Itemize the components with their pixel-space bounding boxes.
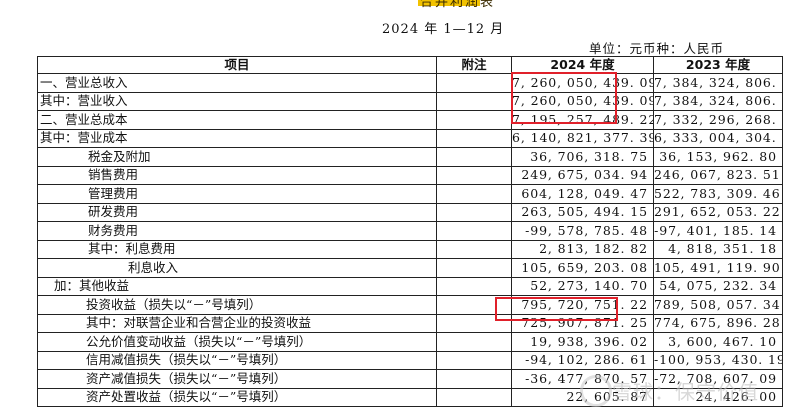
watermark-text: 雪球：保守价值 — [612, 380, 759, 404]
highlight-box-investment-income — [495, 297, 618, 321]
row-label: 其中：利息费用 — [37, 239, 437, 259]
column-header-item: 项目 — [37, 56, 437, 74]
row-note — [436, 202, 512, 222]
row-label: 资产处置收益（损失以“－”号填列） — [37, 387, 437, 407]
value-2024: 7, 260, 050, 439. 09 — [511, 91, 654, 111]
row-label: 销售费用 — [37, 165, 437, 185]
row-note — [436, 184, 512, 204]
row-note — [436, 128, 512, 148]
row-label: 投资收益（损失以“－”号填列） — [37, 295, 437, 315]
value-2024: -99, 578, 785. 48 — [511, 221, 654, 241]
table-row: 公允价值变动收益（损失以“－”号填列） 19, 938, 396. 02 3, … — [37, 332, 783, 352]
row-label: 其中：对联营企业和合营企业的投资收益 — [37, 313, 437, 333]
table-row: 二、营业总成本 7, 195, 257, 489. 22 7, 332, 296… — [37, 110, 783, 130]
title-highlight — [418, 0, 480, 6]
value-2024: 604, 128, 049. 47 — [511, 184, 654, 204]
value-2023: 246, 067, 823. 51 — [653, 165, 783, 185]
value-2023: 789, 508, 057. 34 — [653, 295, 783, 315]
row-note — [436, 91, 512, 111]
value-2023: 6, 333, 004, 304. 73 — [653, 128, 783, 148]
column-header-note: 附注 — [436, 56, 512, 74]
table-row: 信用减值损失（损失以“－”号填列） -94, 102, 286. 61 -100… — [37, 350, 783, 370]
value-2023: 291, 652, 053. 22 — [653, 202, 783, 222]
table-row: 税金及附加 36, 706, 318. 75 36, 153, 962. 80 — [37, 147, 783, 167]
value-2024: 36, 706, 318. 75 — [511, 147, 654, 167]
row-label: 一、营业总收入 — [37, 73, 437, 93]
column-header-2024: 2024 年度 — [511, 56, 654, 74]
statement-period: 2024 年 1—12 月 — [382, 22, 505, 37]
row-label: 管理费用 — [37, 184, 437, 204]
table-row: 管理费用 604, 128, 049. 47 522, 783, 309. 46 — [37, 184, 783, 204]
value-2024: 249, 675, 034. 94 — [511, 165, 654, 185]
row-note — [436, 276, 512, 296]
table-header-row: 项目 附注 2024 年度 2023 年度 — [37, 56, 783, 74]
watermark-logo-icon — [580, 375, 612, 407]
row-note — [436, 350, 512, 370]
value-2023: -97, 401, 185. 14 — [653, 221, 783, 241]
row-label: 其中：营业收入 — [37, 91, 437, 111]
row-note — [436, 165, 512, 185]
value-2023: -72, 708, 607. 09 — [653, 369, 783, 389]
row-label: 二、营业总成本 — [37, 110, 437, 130]
column-header-2023: 2023 年度 — [653, 56, 783, 74]
row-note — [436, 332, 512, 352]
value-2023: 24, 426. 00 — [653, 387, 783, 407]
value-2023: 774, 675, 896. 28 — [653, 313, 783, 333]
table-row: 资产处置收益（损失以“－”号填列） 22, 605. 87 24, 426. 0… — [37, 387, 783, 407]
value-2023: 7, 384, 324, 806. 25 — [653, 91, 783, 111]
value-2024: 263, 505, 494. 15 — [511, 202, 654, 222]
value-2023: 3, 600, 467. 10 — [653, 332, 783, 352]
row-note — [436, 221, 512, 241]
row-note — [436, 258, 512, 278]
statement-title: 合并利润表 — [420, 0, 496, 10]
value-2023: 36, 153, 962. 80 — [653, 147, 783, 167]
highlight-box-revenue — [511, 72, 617, 124]
row-label: 公允价值变动收益（损失以“－”号填列） — [37, 332, 437, 352]
table-row: 投资收益（损失以“－”号填列） 795, 720, 751. 22 789, 5… — [37, 295, 783, 315]
row-note — [436, 147, 512, 167]
value-2024: 19, 938, 396. 02 — [511, 332, 654, 352]
table-row: 加：其他收益 52, 273, 140. 70 54, 075, 232. 34 — [37, 276, 783, 296]
value-2024: 6, 140, 821, 377. 39 — [511, 128, 654, 148]
row-note — [436, 387, 512, 407]
table-row: 一、营业总收入 7, 260, 050, 439. 09 7, 384, 324… — [37, 73, 783, 93]
row-label: 利息收入 — [37, 258, 437, 278]
table-row: 销售费用 249, 675, 034. 94 246, 067, 823. 51 — [37, 165, 783, 185]
value-2023: 105, 491, 119. 90 — [653, 258, 783, 278]
value-2024: 2, 813, 182. 82 — [511, 239, 654, 259]
value-2023: 522, 783, 309. 46 — [653, 184, 783, 204]
row-note — [436, 369, 512, 389]
table-row: 其中：营业成本 6, 140, 821, 377. 39 6, 333, 004… — [37, 128, 783, 148]
value-2023: 4, 818, 351. 18 — [653, 239, 783, 259]
value-2024: -94, 102, 286. 61 — [511, 350, 654, 370]
value-2023: 7, 384, 324, 806. 25 — [653, 73, 783, 93]
currency-unit: 单位：元币种：人民币 — [589, 41, 725, 56]
row-note — [436, 73, 512, 93]
table-row: 财务费用 -99, 578, 785. 48 -97, 401, 185. 14 — [37, 221, 783, 241]
table-row: 研发费用 263, 505, 494. 15 291, 652, 053. 22 — [37, 202, 783, 222]
table-row: 其中：利息费用 2, 813, 182. 82 4, 818, 351. 18 — [37, 239, 783, 259]
value-2023: 7, 332, 296, 268. 71 — [653, 110, 783, 130]
row-label: 加：其他收益 — [37, 276, 437, 296]
table-row: 利息收入 105, 659, 203. 08 105, 491, 119. 90 — [37, 258, 783, 278]
table-row: 其中：对联营企业和合营企业的投资收益 725, 907, 871. 25 774… — [37, 313, 783, 333]
value-2023: 54, 075, 232. 34 — [653, 276, 783, 296]
row-label: 财务费用 — [37, 221, 437, 241]
row-label: 资产减值损失（损失以“－”号填列） — [37, 369, 437, 389]
value-2024: 52, 273, 140. 70 — [511, 276, 654, 296]
income-statement-table: 项目 附注 2024 年度 2023 年度 一、营业总收入 7, 260, 05… — [37, 56, 783, 407]
row-label: 税金及附加 — [37, 147, 437, 167]
row-label: 信用减值损失（损失以“－”号填列） — [37, 350, 437, 370]
row-label: 其中：营业成本 — [37, 128, 437, 148]
value-2023: -100, 953, 430. 19 — [653, 350, 783, 370]
row-label: 研发费用 — [37, 202, 437, 222]
table-row: 其中：营业收入 7, 260, 050, 439. 09 7, 384, 324… — [37, 91, 783, 111]
row-note — [436, 239, 512, 259]
row-note — [436, 110, 512, 130]
value-2024: 105, 659, 203. 08 — [511, 258, 654, 278]
